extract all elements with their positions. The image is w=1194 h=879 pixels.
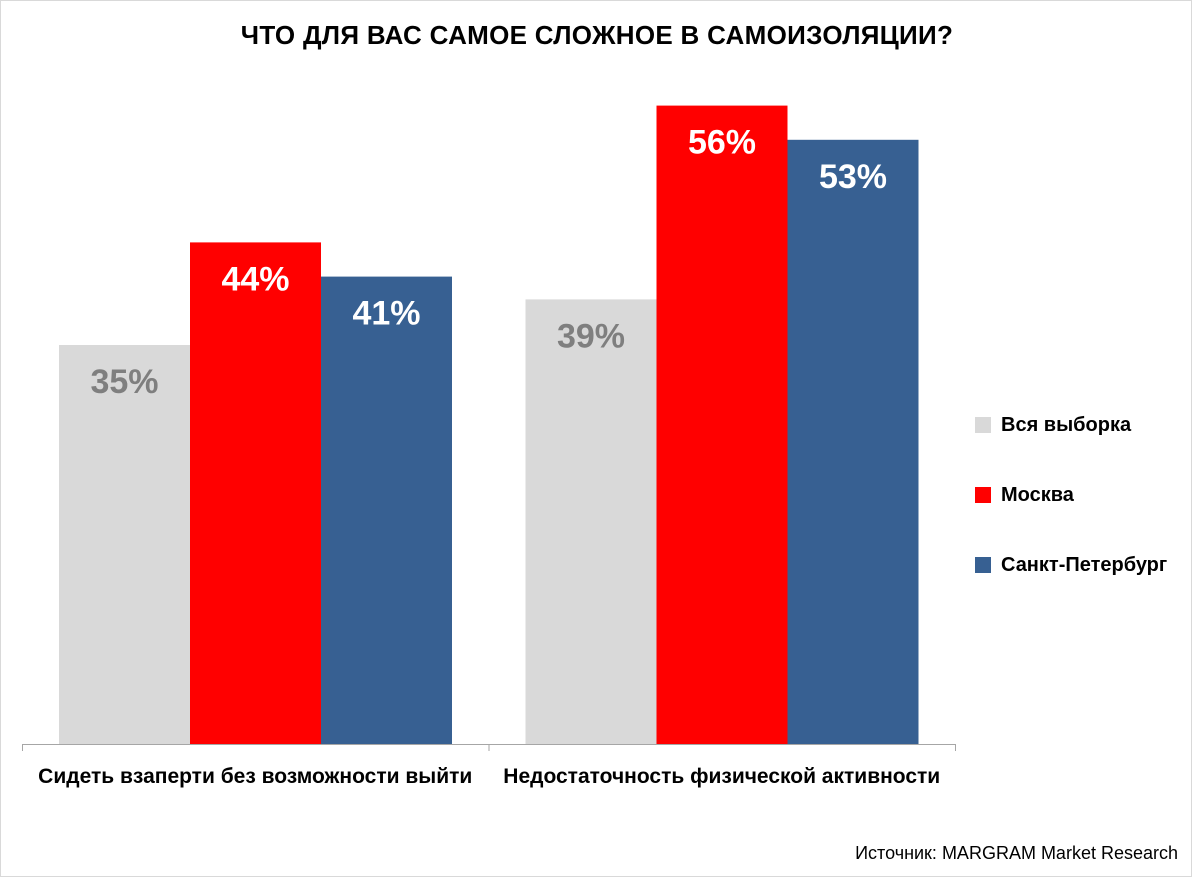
legend-swatch-spb	[975, 557, 991, 573]
legend-label-all: Вся выборка	[1001, 413, 1132, 436]
data-label-1-2: 53%	[819, 158, 887, 196]
legend-label-spb: Санкт-Петербург	[1001, 553, 1168, 576]
chart-title: ЧТО ДЛЯ ВАС САМОЕ СЛОЖНОЕ В САМОИЗОЛЯЦИИ…	[240, 20, 954, 50]
bar-1-0	[525, 299, 657, 744]
bar-0-1	[190, 242, 321, 744]
source-note: Источник: MARGRAM Market Research	[855, 843, 1178, 863]
bar-1-2	[787, 139, 919, 745]
legend-label-moscow: Москва	[1001, 483, 1074, 506]
data-label-1-1: 56%	[688, 124, 756, 162]
data-label-0-0: 35%	[90, 363, 158, 401]
legend: Вся выборка Москва Санкт-Петербург	[975, 390, 1167, 600]
data-label-0-1: 44%	[221, 260, 289, 298]
legend-swatch-moscow	[975, 487, 991, 503]
bar-0-0	[59, 345, 190, 744]
category-label-0: Сидеть взаперти без возможности выйти	[38, 765, 472, 788]
data-label-1-0: 39%	[557, 317, 625, 355]
data-label-0-2: 41%	[352, 295, 420, 333]
legend-item-spb: Санкт-Петербург	[975, 530, 1167, 600]
bar-1-1	[656, 105, 788, 745]
category-label-1: Недостаточность физической активности	[503, 765, 940, 788]
legend-swatch-all	[975, 417, 991, 433]
legend-item-moscow: Москва	[975, 460, 1167, 530]
bar-0-2	[321, 276, 452, 744]
legend-item-all: Вся выборка	[975, 390, 1167, 460]
